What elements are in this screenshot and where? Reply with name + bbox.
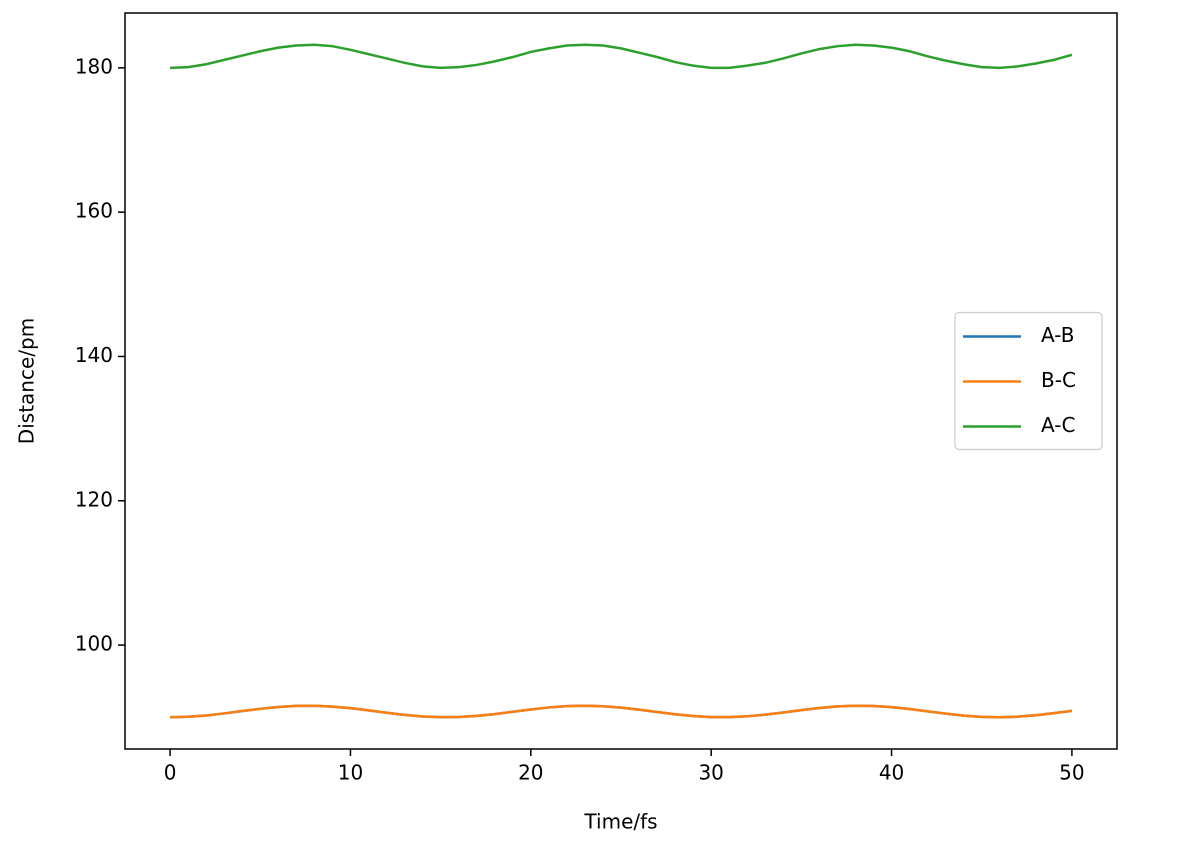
x-tick-label: 40 xyxy=(879,761,904,785)
x-tick-label: 10 xyxy=(338,761,363,785)
legend-label: A-C xyxy=(1041,413,1075,437)
x-tick-label: 50 xyxy=(1059,761,1084,785)
y-tick-label: 100 xyxy=(75,632,113,656)
y-tick-label: 120 xyxy=(75,487,113,511)
y-tick-label: 160 xyxy=(75,199,113,223)
x-axis-label: Time/fs xyxy=(583,810,657,834)
legend-box xyxy=(954,311,1103,451)
x-tick-label: 30 xyxy=(698,761,723,785)
data-line xyxy=(170,43,1073,70)
legend-label: B-C xyxy=(1041,368,1076,392)
x-tick-label: 0 xyxy=(164,761,177,785)
y-tick-label: 180 xyxy=(75,54,113,78)
y-tick-label: 140 xyxy=(75,343,113,367)
legend-label: A-B xyxy=(1041,323,1074,347)
data-line xyxy=(170,704,1073,719)
x-tick-label: 20 xyxy=(518,761,543,785)
y-axis-label: Distance/pm xyxy=(15,318,39,444)
plot-frame xyxy=(124,12,1118,750)
